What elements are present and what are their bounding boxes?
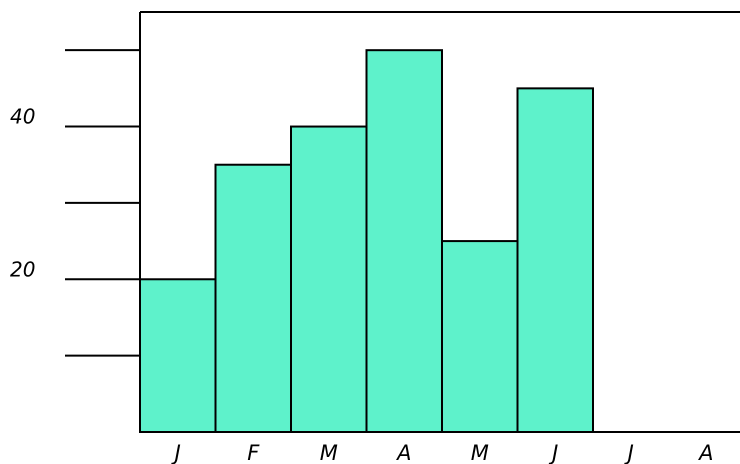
x-tick-label: J: [171, 441, 181, 464]
y-tick-label: 20: [10, 257, 35, 281]
bar: [441, 240, 519, 433]
bar: [214, 163, 292, 434]
y-tick-label: 40: [10, 105, 35, 129]
bar-series: [139, 49, 594, 434]
x-tick-label: J: [548, 441, 558, 464]
bar: [290, 125, 368, 434]
x-tick-label: A: [697, 441, 713, 464]
x-tick-label: J: [624, 441, 634, 464]
bar: [516, 87, 594, 433]
y-tick-marks: [65, 49, 140, 357]
x-tick-label: M: [320, 441, 338, 464]
x-tick-label: F: [247, 441, 260, 464]
axes-frame: [139, 11, 740, 433]
x-tick-label: M: [471, 441, 489, 464]
x-tick-label: A: [395, 441, 411, 464]
bar: [365, 49, 443, 433]
bar: [139, 278, 217, 434]
